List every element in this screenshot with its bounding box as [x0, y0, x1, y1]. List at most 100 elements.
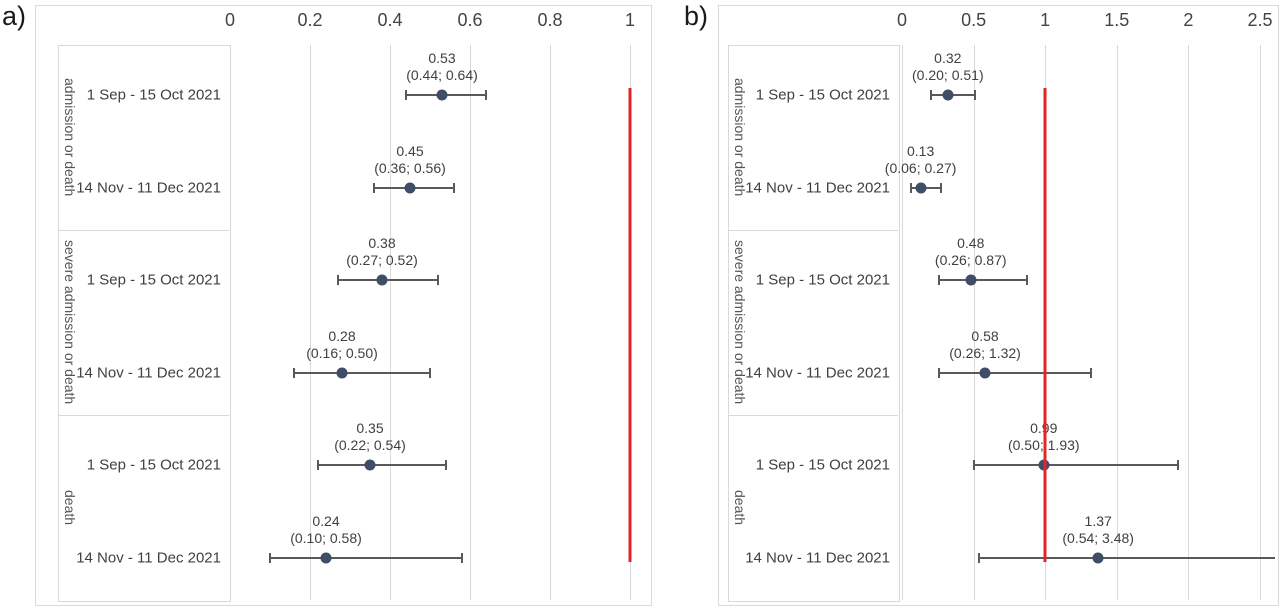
ci-text: (0.16; 0.50): [306, 344, 378, 361]
period-label: 14 Nov - 11 Dec 2021: [745, 549, 890, 567]
x-axis-tick-label: 2: [1183, 10, 1194, 30]
error-bar-cap-high: [1025, 275, 1028, 286]
error-bar-cap-low: [938, 367, 941, 378]
gridline: [1188, 45, 1190, 600]
x-axis-tick-label: 1.5: [1104, 10, 1130, 30]
error-bar-cap-high: [453, 182, 455, 193]
ci-text: (0.26; 0.87): [934, 252, 1007, 269]
gridline: [390, 45, 391, 600]
period-label: 1 Sep - 15 Oct 2021: [86, 86, 221, 104]
ci-text: (0.36; 0.56): [374, 159, 446, 176]
estimate-text: 0.45: [396, 142, 424, 159]
ci-text: (0.44; 0.64): [406, 67, 478, 84]
estimate-text: 1.37: [1084, 512, 1112, 529]
x-axis-tick-label: 0.5: [961, 10, 987, 30]
estimate-text: 0.13: [906, 142, 935, 159]
error-bar-cap-low: [938, 275, 941, 286]
point-estimate: [320, 552, 332, 564]
value-label: 0.35 (0.22; 0.54): [334, 420, 406, 454]
period-label: 14 Nov - 11 Dec 2021: [745, 364, 890, 382]
ci-text: (0.54; 3.48): [1062, 529, 1134, 546]
group-divider: [58, 415, 229, 416]
error-bar-cap-high: [445, 460, 447, 471]
group-label: severe admission or death: [732, 240, 748, 405]
value-label: 0.48 (0.26; 0.87): [935, 235, 1007, 269]
point-estimate: [942, 89, 954, 101]
gridline: [1116, 45, 1118, 600]
error-bar-cap-high: [429, 367, 431, 378]
point-estimate: [436, 89, 448, 101]
error-bar: [294, 371, 430, 374]
period-label: 14 Nov - 11 Dec 2021: [76, 179, 221, 197]
value-label: 0.58 (0.26; 1.32): [949, 328, 1021, 362]
value-label: 0.24 (0.10; 0.58): [290, 513, 362, 547]
panel-a-label: a): [2, 1, 27, 31]
x-axis-tick-label: 0.8: [537, 10, 563, 30]
point-estimate: [404, 182, 416, 194]
x-axis-tick-label: 0.2: [297, 10, 323, 30]
error-bar-cap-low: [972, 460, 975, 471]
group-label: admission or death: [62, 78, 78, 197]
group-divider: [728, 230, 898, 231]
category-label-box: [728, 45, 900, 602]
point-estimate: [1092, 552, 1104, 564]
period-label: 14 Nov - 11 Dec 2021: [76, 549, 221, 567]
ci-text: (0.22; 0.54): [334, 437, 406, 454]
gridline: [1260, 45, 1261, 600]
value-label: 0.45 (0.36; 0.56): [374, 143, 446, 177]
x-axis-tick-label: 0.6: [457, 10, 483, 30]
group-label: admission or death: [732, 78, 748, 197]
value-label: 0.53 (0.44; 0.64): [406, 50, 478, 84]
estimate-text: 0.28: [328, 327, 356, 344]
point-estimate: [364, 459, 376, 471]
error-bar-cap-high: [939, 182, 942, 193]
group-label: death: [732, 489, 748, 526]
panel-b-label: b): [684, 1, 709, 31]
x-axis-tick-label: 1: [624, 10, 636, 30]
gridline: [973, 45, 975, 600]
error-bar-cap-high: [974, 90, 977, 101]
group-divider: [728, 415, 898, 416]
period-label: 14 Nov - 11 Dec 2021: [76, 364, 221, 382]
period-label: 1 Sep - 15 Oct 2021: [86, 271, 221, 289]
period-label: 1 Sep - 15 Oct 2021: [86, 456, 221, 474]
x-axis-tick-label: 1: [1040, 10, 1051, 30]
period-label: 1 Sep - 15 Oct 2021: [755, 271, 890, 289]
point-estimate: [376, 274, 388, 286]
estimate-text: 0.38: [368, 235, 396, 252]
error-bar: [270, 556, 462, 559]
error-bar-cap-low: [909, 182, 912, 193]
estimate-text: 0.32: [934, 50, 962, 67]
group-divider: [58, 230, 229, 231]
value-label: 0.28 (0.16; 0.50): [306, 328, 378, 362]
error-bar-cap-low: [373, 182, 375, 193]
error-bar-cap-low: [929, 90, 932, 101]
ci-text: (0.27; 0.52): [346, 252, 418, 269]
reference-line: [628, 88, 632, 562]
error-bar: [338, 279, 438, 282]
error-bar: [973, 464, 1179, 467]
estimate-text: 0.58: [971, 327, 999, 344]
gridline: [902, 45, 903, 600]
point-estimate: [915, 182, 927, 194]
error-bar-cap-high: [485, 90, 487, 101]
error-bar-cap-low: [337, 275, 339, 286]
ci-text: (0.26; 1.32): [949, 344, 1021, 361]
x-axis-tick-label: 0: [896, 10, 908, 30]
gridline: [470, 45, 471, 600]
estimate-text: 0.48: [957, 235, 985, 252]
error-bar: [979, 556, 1275, 559]
estimate-text: 0.24: [312, 512, 340, 529]
gridline: [550, 45, 551, 600]
period-label: 14 Nov - 11 Dec 2021: [745, 179, 890, 197]
value-label: 0.13 (0.06; 0.27): [885, 143, 957, 177]
period-label: 1 Sep - 15 Oct 2021: [755, 86, 890, 104]
error-bar-cap-high: [437, 275, 439, 286]
error-bar-cap-low: [978, 552, 981, 563]
error-bar: [939, 279, 1027, 282]
x-axis-tick-label: 2.5: [1247, 10, 1273, 30]
value-label: 0.38 (0.27; 0.52): [346, 235, 418, 269]
value-label: 1.37 (0.54; 3.48): [1062, 513, 1134, 547]
period-label: 1 Sep - 15 Oct 2021: [755, 456, 890, 474]
gridline: [310, 45, 311, 600]
